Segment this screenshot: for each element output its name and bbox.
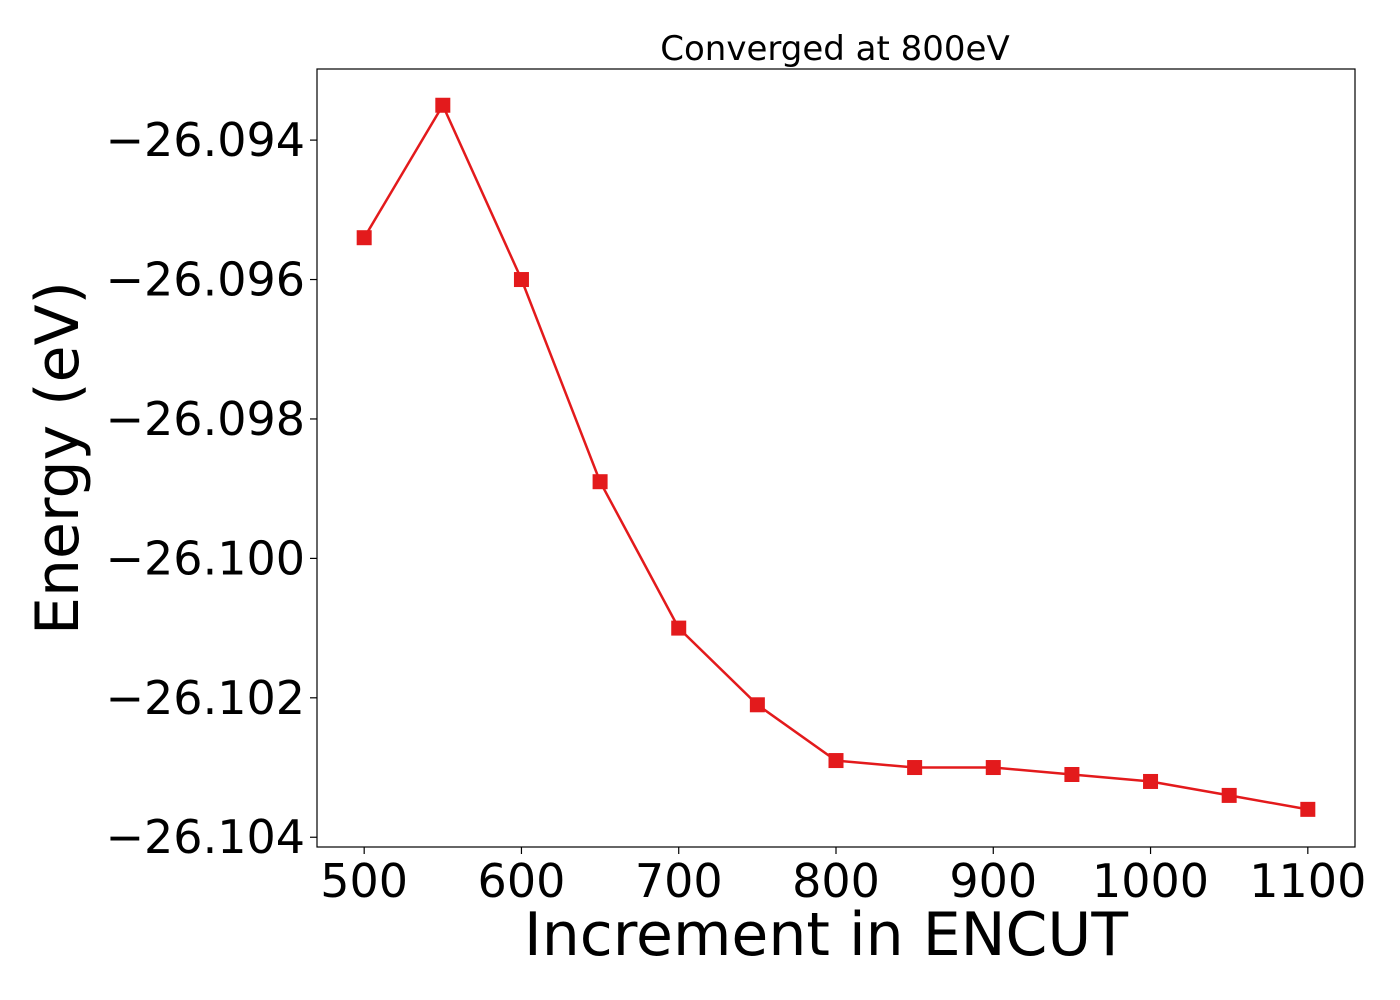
- data-markers: [356, 97, 1316, 817]
- data-point: [356, 230, 372, 246]
- x-tick-label: 600: [478, 854, 566, 908]
- data-point: [985, 760, 1001, 776]
- data-point: [907, 760, 923, 776]
- chart-title: Converged at 800eV: [660, 29, 1009, 69]
- x-tick-label: 500: [320, 854, 408, 908]
- data-point: [1143, 773, 1159, 789]
- y-axis: −26.094 −26.096 −26.098 −26.100 −26.102 −26.1…: [106, 113, 317, 864]
- x-tick-label: 900: [949, 854, 1037, 908]
- x-tick-label: 800: [792, 854, 880, 908]
- x-axis-label: Increment in ENCUT: [524, 900, 1128, 970]
- data-point: [749, 697, 765, 713]
- y-tick-label: −26.102: [106, 671, 306, 725]
- data-point: [592, 474, 608, 490]
- data-point: [1300, 801, 1316, 817]
- y-tick-label: −26.096: [106, 253, 306, 307]
- data-point: [828, 753, 844, 769]
- y-axis-label: Energy (eV): [23, 281, 93, 635]
- x-tick-label: 1100: [1249, 854, 1366, 908]
- y-tick-label: −26.094: [106, 113, 306, 167]
- x-tick-label: 1000: [1092, 854, 1209, 908]
- data-point: [435, 97, 451, 113]
- plot-area: [316, 68, 1356, 848]
- series-line: [363, 102, 1309, 811]
- data-point: [1064, 766, 1080, 782]
- y-tick-label: −26.100: [106, 531, 306, 585]
- x-axis: 500 600 700 800 900 1000 1100: [320, 847, 1366, 908]
- y-tick-label: −26.098: [106, 392, 306, 446]
- y-tick-label: −26.104: [106, 810, 306, 864]
- data-point: [1221, 787, 1237, 803]
- data-point: [513, 272, 529, 288]
- data-point: [671, 620, 687, 636]
- x-tick-label: 700: [635, 854, 723, 908]
